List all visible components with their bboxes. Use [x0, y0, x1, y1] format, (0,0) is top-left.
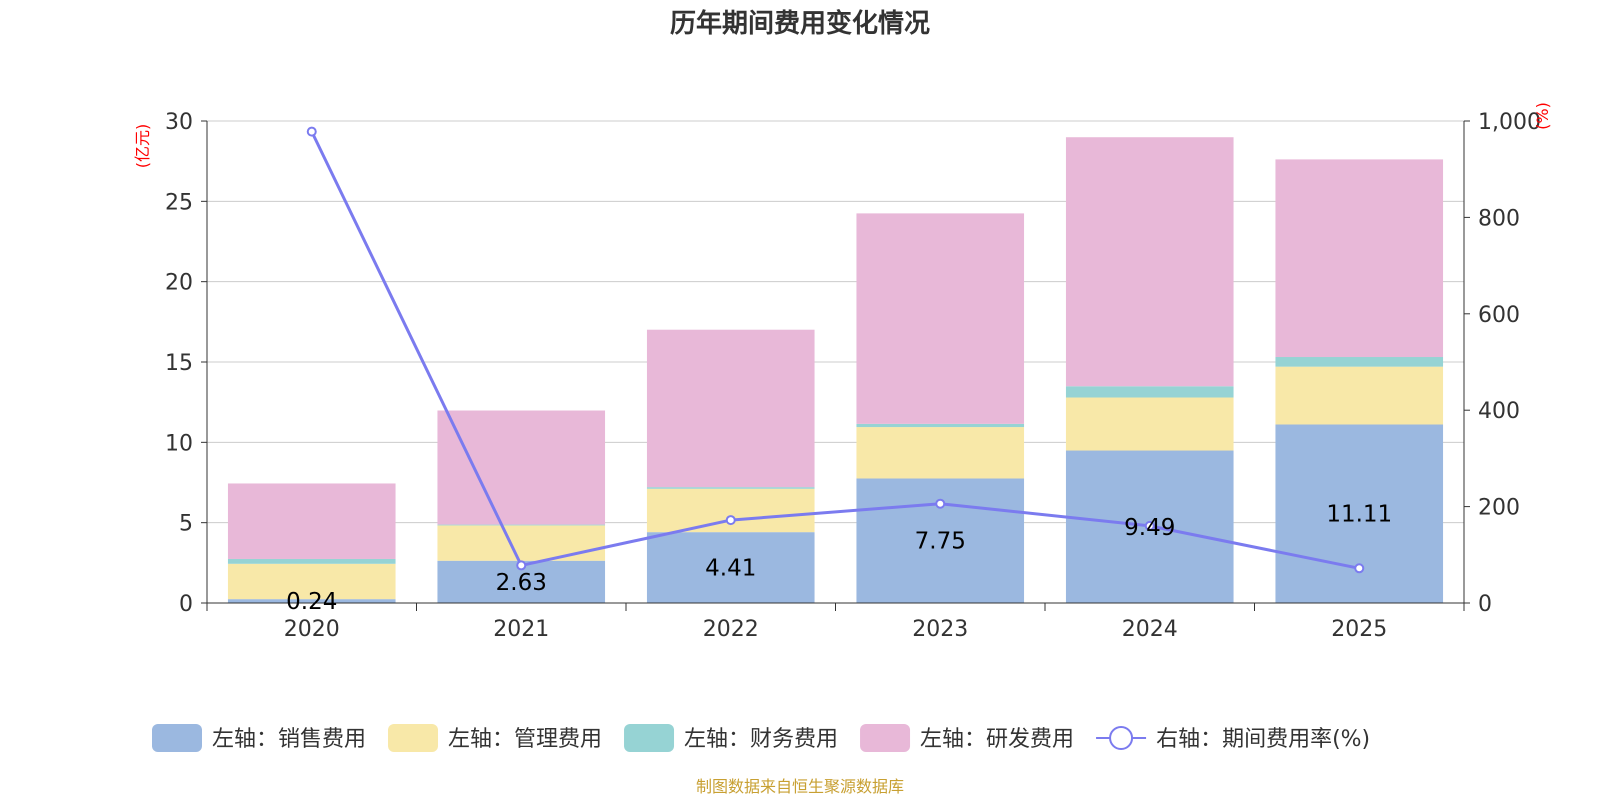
right-tick-label: 1,000: [1478, 110, 1541, 135]
x-tick-label: 2024: [1122, 617, 1178, 642]
x-tick-label: 2025: [1331, 617, 1387, 642]
rate-point: [306, 126, 317, 137]
right-tick-label: 800: [1478, 206, 1520, 231]
bar-1-2022: [646, 532, 815, 603]
x-tick-label: 2022: [703, 617, 759, 642]
legend-label: 右轴：期间费用率(%): [1156, 727, 1370, 752]
bar-3-2020: [227, 558, 396, 564]
left-tick-label: 15: [165, 351, 193, 376]
bar-2-2020: [227, 563, 396, 600]
legend[interactable]: 左轴：销售费用 左轴：管理费用 左轴：财务费用 左轴：研发费用 右轴：期间费用率(%): [152, 724, 1370, 752]
bar-3-2022: [646, 487, 815, 489]
bar-4-2020: [227, 483, 396, 559]
rate-point: [516, 560, 527, 571]
bar-4-2023: [856, 213, 1025, 424]
data-labels: 0.24 2.63 4.41 7.75 9.49 11.11: [286, 502, 1392, 615]
data-label: 9.49: [1124, 515, 1175, 541]
data-label: 11.11: [1326, 502, 1392, 528]
rate-point: [725, 515, 736, 526]
rate-line-path: [310, 130, 1360, 570]
legend-swatch: [152, 724, 202, 752]
bar-2-2024: [1065, 397, 1234, 451]
x-tick-label: 2023: [912, 617, 968, 642]
left-axis-unit: (亿元): [133, 124, 152, 169]
legend-swatch: [388, 724, 439, 752]
bar-2-2021: [437, 525, 606, 561]
bar-3-2025: [1275, 357, 1444, 367]
data-label: 4.41: [705, 556, 756, 582]
legend-item-4[interactable]: 左轴：研发费用: [860, 724, 1074, 752]
data-label: 2.63: [496, 570, 547, 596]
bar-4-2024: [1065, 137, 1234, 387]
right-tick-label: 200: [1478, 496, 1520, 521]
legend-swatch: [624, 724, 675, 752]
rate-point: [935, 498, 946, 509]
left-tick-label: 30: [165, 110, 193, 135]
legend-marker: [1109, 726, 1134, 750]
bar-3-2021: [437, 524, 606, 526]
x-tick-label: 2021: [493, 617, 549, 642]
x-tick-label: 2020: [284, 617, 340, 642]
bar-1-2020: [227, 599, 396, 603]
left-tick-label: 20: [165, 271, 193, 296]
bar-2-2023: [856, 427, 1025, 479]
bar-3-2023: [856, 423, 1025, 428]
legend-label: 左轴：财务费用: [684, 727, 838, 752]
data-label: 7.75: [915, 529, 966, 555]
right-axis-unit: (%): [1533, 102, 1552, 130]
source-note: 制图数据来自恒生聚源数据库: [696, 777, 904, 796]
legend-swatch: [860, 724, 911, 752]
bar-4-2022: [646, 329, 815, 488]
right-tick-label: 400: [1478, 399, 1520, 424]
left-tick-label: 5: [179, 512, 193, 537]
legend-label: 左轴：管理费用: [448, 727, 602, 752]
bar-4-2021: [437, 410, 606, 525]
legend-item-3[interactable]: 左轴：财务费用: [624, 724, 838, 752]
bar-2-2022: [646, 488, 815, 533]
rate-point: [1354, 563, 1365, 574]
bar-2-2025: [1275, 366, 1444, 425]
rate-line: [306, 126, 1365, 574]
left-tick-label: 0: [179, 592, 193, 617]
legend-item-2[interactable]: 左轴：管理费用: [388, 724, 602, 752]
bar-group: [227, 137, 1444, 603]
left-tick-label: 25: [165, 190, 193, 215]
legend-item-5[interactable]: 右轴：期间费用率(%): [1096, 726, 1370, 752]
rate-point: [1144, 520, 1155, 531]
bar-4-2025: [1275, 159, 1444, 358]
legend-item-1[interactable]: 左轴：销售费用: [152, 724, 366, 752]
legend-label: 左轴：销售费用: [212, 727, 366, 752]
right-tick-label: 0: [1478, 592, 1492, 617]
right-tick-label: 600: [1478, 303, 1520, 328]
chart-title: 历年期间费用变化情况: [670, 8, 930, 39]
left-tick-label: 10: [165, 431, 193, 456]
data-label: 0.24: [286, 589, 337, 615]
legend-label: 左轴：研发费用: [920, 727, 1074, 752]
bar-3-2024: [1065, 386, 1234, 398]
grid: [207, 120, 1464, 524]
